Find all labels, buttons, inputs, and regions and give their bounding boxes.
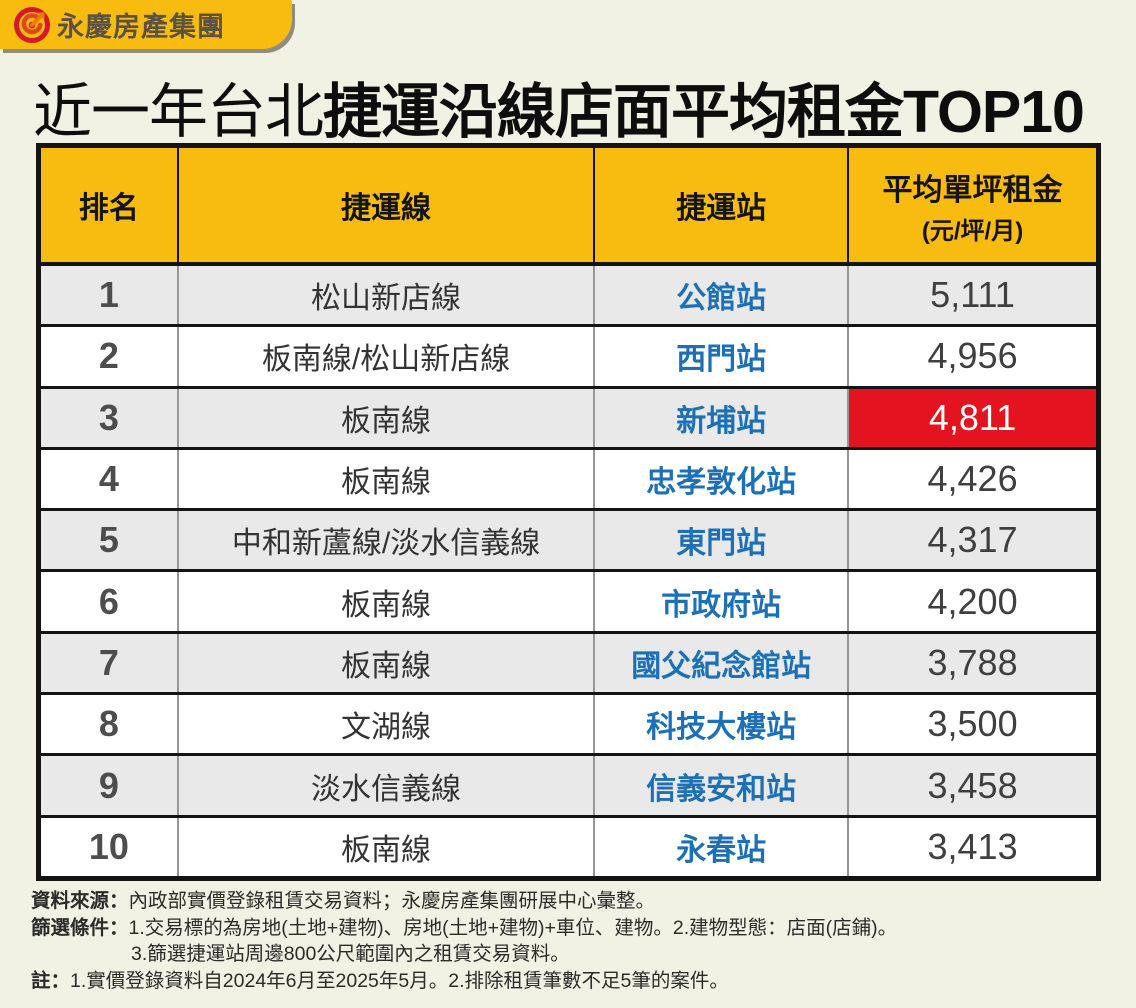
note-filter: 篩選條件：1.交易標的為房地(土地+建物)、房地(土地+建物)+車位、建物。2.… <box>31 915 1121 942</box>
footnotes: 資料來源：內政部實價登錄租賃交易資料；永慶房產集團研展中心彙整。 篩選條件：1.… <box>31 888 1121 994</box>
rank-cell: 3 <box>98 396 119 438</box>
line-cell: 松山新店線 <box>176 266 593 325</box>
yungching-logo-icon <box>14 6 50 43</box>
note-filter-text-1: 1.交易標的為房地(土地+建物)、房地(土地+建物)+車位、建物。2.建物型態：… <box>128 916 898 939</box>
table-row: 1 松山新店線 公館站 5,111 <box>41 262 1096 325</box>
table-row: 7 板南線 國父紀念館站 3,788 <box>41 630 1096 693</box>
table-row: 9 淡水信義線 信義安和站 3,458 <box>41 753 1096 815</box>
header-rank: 排名 <box>41 148 177 262</box>
rent-cell: 3,500 <box>847 695 1096 754</box>
note-filter-text-2: 3.篩選捷運站周邊800公尺範圍內之租賃交易資料。 <box>131 943 570 965</box>
line-cell: 板南線/松山新店線 <box>176 327 593 386</box>
rent-cell: 4,956 <box>847 327 1096 386</box>
line-cell: 文湖線 <box>176 695 593 754</box>
rank-cell: 2 <box>98 335 119 377</box>
table-body: 1 松山新店線 公館站 5,111 2 板南線/松山新店線 西門站 4,956 3 板南線 新埔站 4… <box>41 262 1096 876</box>
table-row: 3 板南線 新埔站 4,811 <box>41 385 1096 447</box>
table-row: 5 中和新蘆線/淡水信義線 東門站 4,317 <box>41 508 1096 570</box>
station-cell: 忠孝敦化站 <box>593 449 847 509</box>
rent-cell: 3,413 <box>847 817 1096 876</box>
note-source-text: 內政部實價登錄租賃交易資料；永慶房產集團研展中心彙整。 <box>128 890 656 912</box>
table-row: 8 文湖線 科技大樓站 3,500 <box>41 692 1096 754</box>
rent-cell: 4,317 <box>847 511 1096 570</box>
note-source: 資料來源：內政部實價登錄租賃交易資料；永慶房產集團研展中心彙整。 <box>31 888 1121 915</box>
rank-cell: 6 <box>98 580 119 622</box>
note-remark-text: 1.實價登錄資料自2024年6月至2025年5月。2.排除租賃筆數不足5筆的案件… <box>70 969 729 992</box>
line-cell: 中和新蘆線/淡水信義線 <box>176 511 593 570</box>
header-rent-unit: (元/坪/月) <box>921 217 1024 245</box>
rent-cell: 3,788 <box>847 633 1096 693</box>
note-remark: 註：1.實價登錄資料自2024年6月至2025年5月。2.排除租賃筆數不足5筆的… <box>31 968 1121 995</box>
station-cell: 東門站 <box>593 511 847 570</box>
header-line-label: 捷運線 <box>341 192 432 225</box>
station-cell: 永春站 <box>593 817 847 876</box>
rank-cell: 5 <box>98 519 119 561</box>
line-cell: 板南線 <box>176 572 593 631</box>
page-title: 近一年台北捷運沿線店面平均租金TOP10 <box>33 64 1113 149</box>
brand-name: 永慶房產集團 <box>57 12 225 42</box>
station-cell: 信義安和站 <box>593 756 847 815</box>
rank-cell: 9 <box>98 764 119 806</box>
line-cell: 板南線 <box>176 388 593 447</box>
header-station-label: 捷運站 <box>676 192 767 225</box>
header-rent: 平均單坪租金 (元/坪/月) <box>847 148 1096 262</box>
rent-cell: 3,458 <box>847 756 1096 815</box>
station-cell: 新埔站 <box>593 388 847 447</box>
rent-cell: 4,811 <box>847 388 1096 447</box>
note-source-label: 資料來源： <box>31 890 129 912</box>
station-cell: 公館站 <box>593 266 847 325</box>
table-header-row: 排名 捷運線 捷運站 平均單坪租金 (元/坪/月) <box>41 148 1096 262</box>
line-cell: 板南線 <box>176 449 593 509</box>
station-cell: 國父紀念館站 <box>593 633 847 693</box>
header-line: 捷運線 <box>176 148 593 262</box>
page-title-bold: 捷運沿線店面平均租金TOP10 <box>323 79 1085 145</box>
note-filter-continued: 3.篩選捷運站周邊800公尺範圍內之租賃交易資料。 <box>31 941 1121 968</box>
rank-cell: 7 <box>98 641 119 683</box>
rent-cell: 5,111 <box>847 266 1096 325</box>
brand-banner: 永慶房產集團 <box>0 0 292 49</box>
rank-cell: 8 <box>98 703 119 745</box>
page-title-regular: 近一年台北 <box>33 79 324 145</box>
table-row: 2 板南線/松山新店線 西門站 4,956 <box>41 324 1096 386</box>
header-station: 捷運站 <box>593 148 847 262</box>
note-remark-label: 註： <box>31 969 71 992</box>
rent-ranking-table: 排名 捷運線 捷運站 平均單坪租金 (元/坪/月) 1 松山新店線 公館站 5,111… <box>36 143 1101 881</box>
station-cell: 市政府站 <box>593 572 847 631</box>
line-cell: 板南線 <box>176 633 593 693</box>
table-row: 4 板南線 忠孝敦化站 4,426 <box>41 446 1096 509</box>
station-cell: 西門站 <box>593 327 847 386</box>
table-row: 10 板南線 永春站 3,413 <box>41 814 1096 876</box>
line-cell: 板南線 <box>176 817 593 876</box>
rent-cell: 4,200 <box>847 572 1096 631</box>
note-filter-label: 篩選條件： <box>31 916 129 939</box>
rank-cell: 4 <box>98 458 119 500</box>
table-row: 6 板南線 市政府站 4,200 <box>41 569 1096 631</box>
line-cell: 淡水信義線 <box>176 756 593 815</box>
header-rent-label: 平均單坪租金 <box>882 173 1063 207</box>
station-cell: 科技大樓站 <box>593 695 847 754</box>
rank-cell: 10 <box>88 825 129 867</box>
rank-cell: 1 <box>98 274 119 316</box>
header-rank-label: 排名 <box>78 192 139 225</box>
rent-cell: 4,426 <box>847 449 1096 509</box>
